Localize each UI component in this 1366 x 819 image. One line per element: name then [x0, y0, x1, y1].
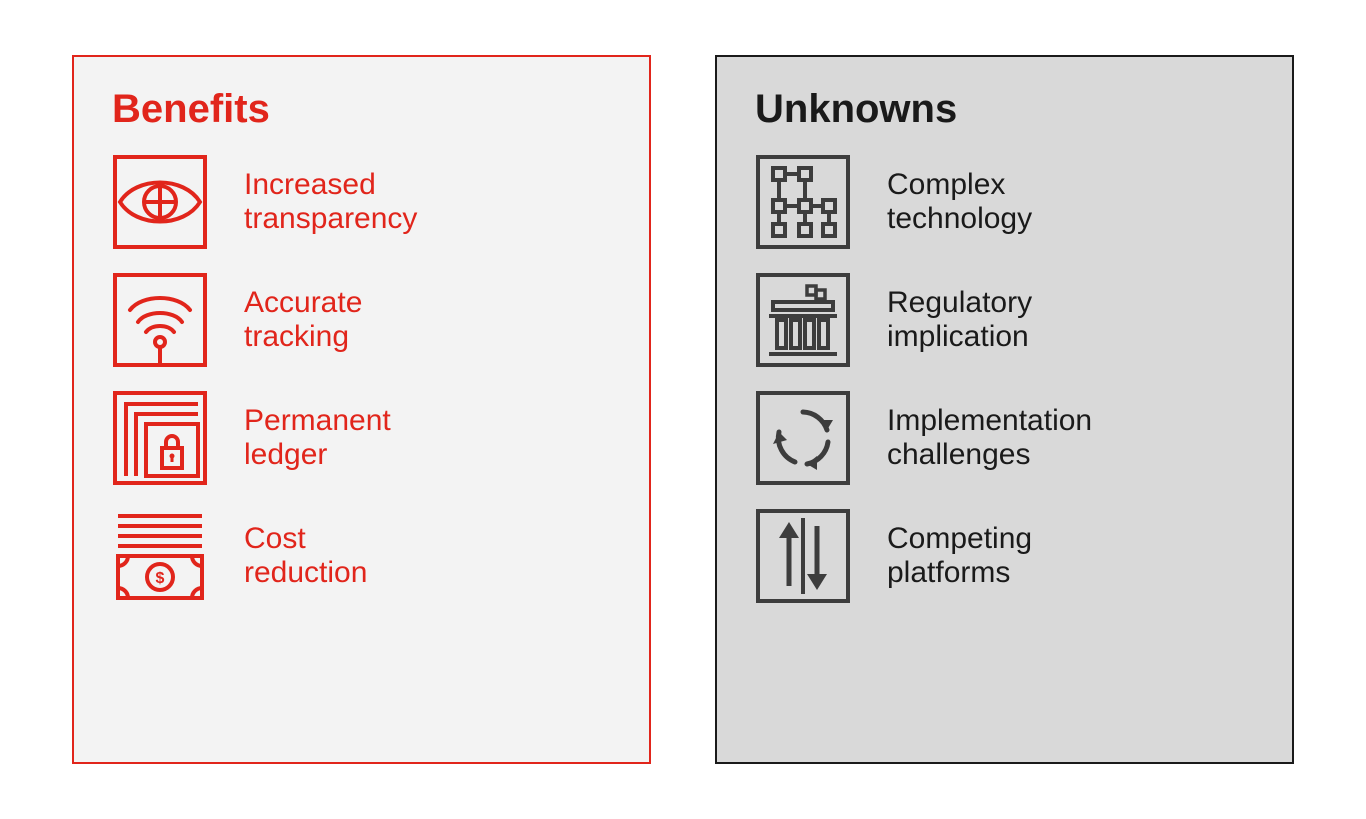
cost-icon: $ [112, 508, 208, 604]
item-label: Regulatory implication [887, 286, 1032, 355]
list-item: Accurate tracking [112, 272, 611, 368]
item-label: Accurate tracking [244, 286, 362, 355]
list-item: Permanent ledger [112, 390, 611, 486]
item-label: Implementation challenges [887, 404, 1092, 473]
building-icon [755, 272, 851, 368]
list-item: Competing platforms [755, 508, 1254, 604]
network-icon [755, 154, 851, 250]
arrows-icon [755, 508, 851, 604]
eye-icon [112, 154, 208, 250]
item-label: Permanent ledger [244, 404, 391, 473]
signal-icon [112, 272, 208, 368]
list-item: Complex technology [755, 154, 1254, 250]
benefits-title: Benefits [112, 87, 611, 132]
svg-text:$: $ [156, 570, 165, 587]
unknowns-panel: Unknowns Comple [715, 55, 1294, 764]
list-item: Increased transparency [112, 154, 611, 250]
list-item: $ Cost reduction [112, 508, 611, 604]
list-item: Regulatory implication [755, 272, 1254, 368]
ledger-icon [112, 390, 208, 486]
list-item: Implementation challenges [755, 390, 1254, 486]
item-label: Complex technology [887, 168, 1032, 237]
benefits-panel: Benefits Increased transparency Ac [72, 55, 651, 764]
item-label: Increased transparency [244, 168, 417, 237]
cycle-icon [755, 390, 851, 486]
item-label: Competing platforms [887, 522, 1032, 591]
unknowns-title: Unknowns [755, 87, 1254, 132]
item-label: Cost reduction [244, 522, 367, 591]
